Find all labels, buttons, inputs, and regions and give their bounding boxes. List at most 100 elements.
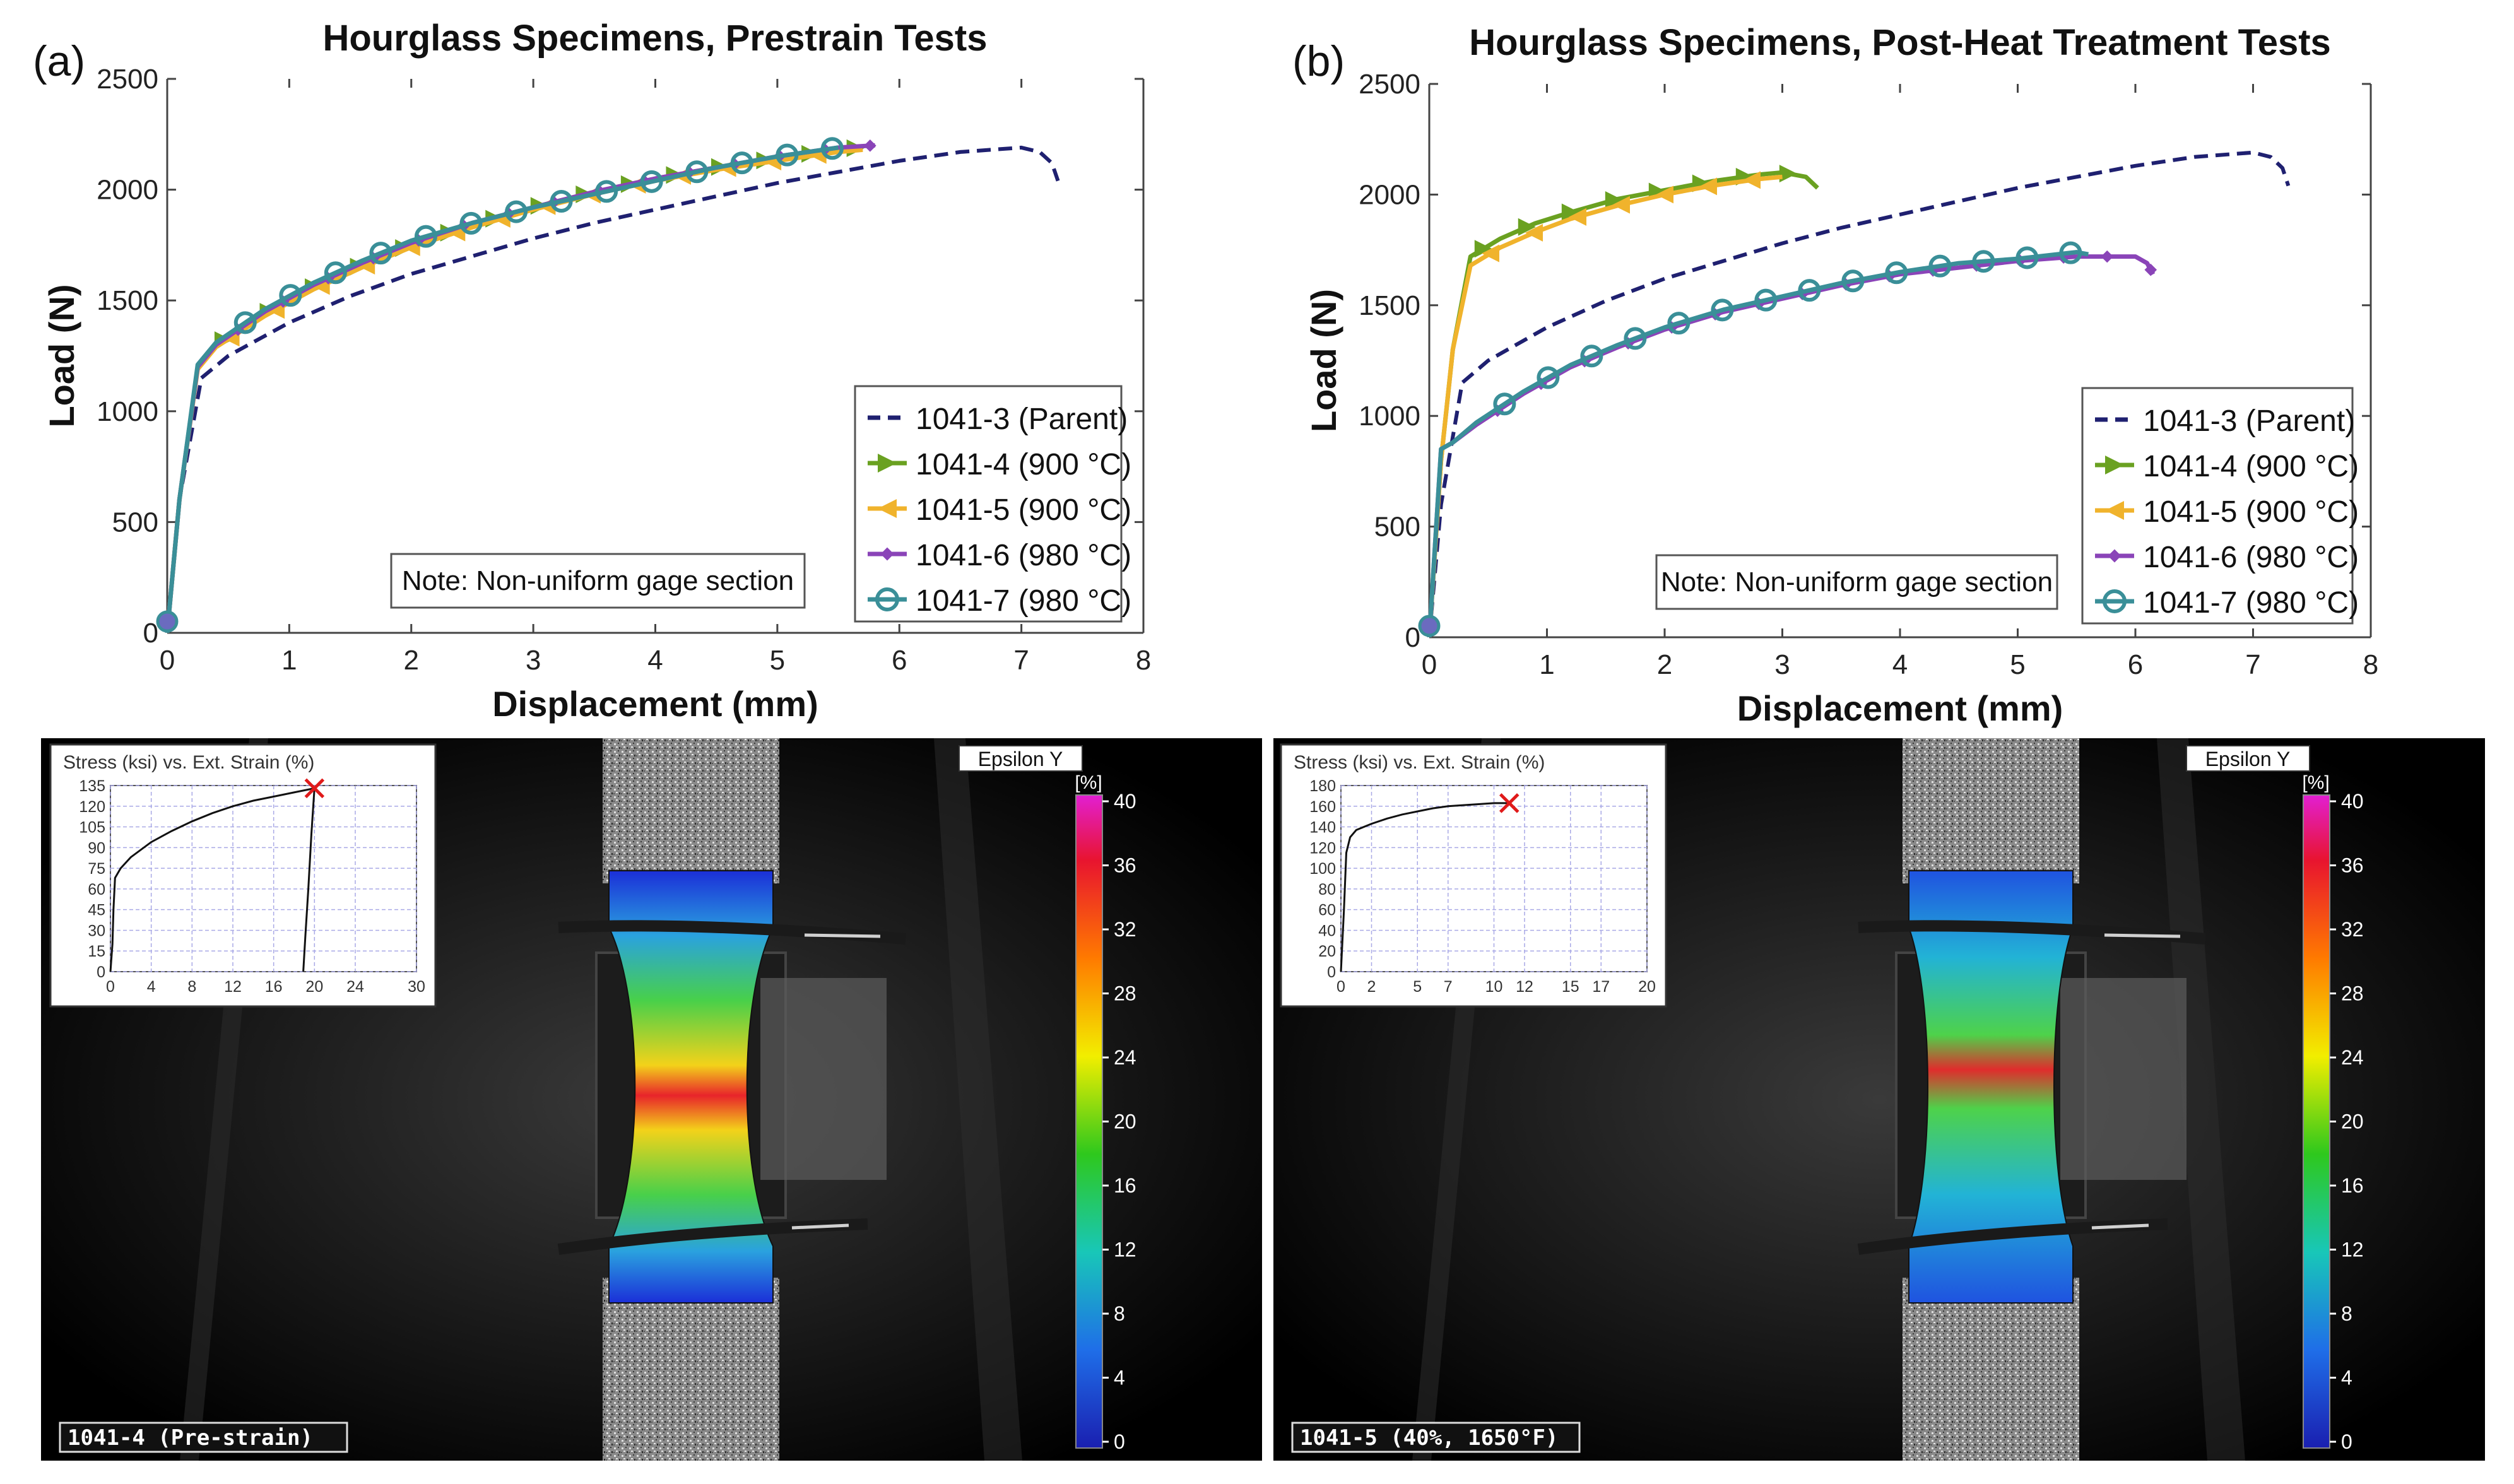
data-point-marker	[414, 225, 437, 248]
data-point-marker	[324, 261, 347, 285]
data-point-marker	[1798, 279, 1821, 302]
y-tick-label: 0	[143, 618, 158, 649]
legend-swatch-marker	[2103, 589, 2127, 613]
x-tick-label: 2	[404, 645, 419, 676]
inset-x-tick-label: 16	[265, 978, 283, 996]
colorbar-tick-label: 24	[1114, 1046, 1136, 1069]
x-tick-label: 2	[1657, 649, 1672, 680]
note-box	[1655, 554, 2058, 610]
inset-plot-frame	[110, 785, 417, 972]
inset-x-tick-label: 7	[1444, 978, 1453, 996]
extensometer-wire	[2091, 1223, 2149, 1230]
y-tick-label: 1000	[97, 396, 158, 427]
y-tick-label: 2000	[1359, 179, 1420, 210]
inset-x-tick-label: 20	[1638, 978, 1656, 996]
load-displacement-chart-b: (b) Hourglass Specimens, Post-Heat Treatm…	[1292, 22, 2378, 728]
panel-label: (a)	[33, 37, 85, 85]
legend: 1041-3 (Parent) 1041-4 (900 °C) 1041-5 (90…	[854, 385, 1131, 623]
colorbar-tick-label: 20	[1114, 1110, 1136, 1133]
inset-x-tick-label: 10	[1485, 978, 1503, 996]
data-point-marker	[505, 200, 528, 223]
data-point-marker	[864, 139, 876, 152]
inset-y-tick-label: 75	[88, 860, 105, 878]
data-point-marker	[1656, 186, 1673, 204]
data-point-marker	[1481, 244, 1499, 262]
data-point-marker	[369, 242, 392, 265]
x-tick-label: 8	[1136, 645, 1151, 676]
specimen-label: 1041-5 (40%, 1650°F)	[1300, 1425, 1558, 1451]
colorbar-tick-label: 28	[1114, 982, 1136, 1005]
y-tick-label: 500	[1374, 512, 1420, 543]
colorbar-tick-label: 20	[2341, 1110, 2364, 1133]
series-0	[165, 145, 1060, 633]
x-tick-label: 5	[770, 645, 785, 676]
light-streak	[2157, 738, 2245, 1461]
data-point-marker	[1580, 344, 1603, 368]
inset-x-tick-label: 0	[106, 978, 115, 996]
x-tick-label: 4	[1892, 649, 1908, 680]
data-point-marker	[1754, 288, 1778, 312]
y-tick-label: 2000	[97, 175, 158, 206]
inset-y-tick-label: 135	[79, 777, 105, 795]
inset-y-tick-label: 80	[1318, 881, 1336, 898]
load-displacement-chart-a: (a) Hourglass Specimens, Prestrain Tests 0…	[33, 18, 1151, 724]
x-tick-label: 3	[526, 645, 541, 676]
data-point-marker	[233, 311, 257, 334]
legend-box	[2081, 387, 2354, 625]
inset-stress-curve	[109, 787, 315, 972]
data-point-marker	[2101, 250, 2114, 263]
data-point-marker	[550, 190, 573, 213]
data-point-marker	[1928, 254, 1952, 278]
specimen-label-box	[1291, 1422, 1581, 1453]
inset-x-tick-label: 0	[1337, 978, 1345, 996]
x-tick-label: 6	[2128, 649, 2143, 680]
colorbar	[2303, 794, 2330, 1449]
chart-title: Hourglass Specimens, Post-Heat Treatment…	[1469, 22, 2331, 63]
upper-grip-speckle	[603, 738, 779, 883]
y-tick-label: 1000	[1359, 401, 1420, 432]
series-2	[1427, 171, 1783, 638]
inset-unload-curve	[302, 788, 316, 972]
inset-y-tick-label: 30	[88, 922, 105, 939]
inset-y-tick-label: 0	[1327, 963, 1336, 981]
data-point-marker	[1493, 392, 1516, 416]
note-text: Note: Non-uniform gage section	[402, 565, 794, 596]
colorbar-tick-label: 4	[1114, 1367, 1125, 1389]
data-point-marker	[776, 143, 799, 167]
fracture-marker	[304, 778, 325, 799]
inset-y-tick-label: 160	[1309, 798, 1336, 816]
data-point-marker	[1525, 223, 1543, 242]
legend-entry: 1041-3 (Parent)	[2143, 404, 2355, 438]
colorbar-tick-label: 36	[2341, 854, 2364, 877]
data-point-marker	[459, 211, 483, 235]
legend-entry: 1041-6 (980 °C)	[2143, 541, 2359, 574]
y-tick-label: 1500	[97, 285, 158, 316]
origin-marker	[1418, 615, 1441, 637]
specimen-strain-field	[608, 870, 774, 1304]
x-axis-label: Displacement (mm)	[492, 684, 818, 724]
data-point-marker	[1885, 261, 1908, 285]
data-point-marker	[1667, 312, 1691, 335]
epsilon-label: Epsilon Y	[978, 748, 1063, 770]
data-point-marker	[2059, 241, 2082, 264]
colorbar-unit: [%]	[1075, 772, 1102, 793]
series-4	[165, 137, 844, 633]
inset-x-tick-label: 15	[1562, 978, 1579, 996]
x-tick-label: 3	[1774, 649, 1790, 680]
inset-y-tick-label: 120	[79, 798, 105, 816]
fixture-clip	[760, 978, 887, 1180]
data-point-marker	[1518, 218, 1536, 236]
x-tick-label: 7	[2245, 649, 2260, 680]
inset-title: Stress (ksi) vs. Ext. Strain (%)	[63, 752, 314, 773]
data-point-marker	[1612, 196, 1630, 214]
stress-strain-inset: Stress (ksi) vs. Ext. Strain (%)13512010…	[49, 743, 437, 1008]
series-line	[1427, 174, 1783, 638]
data-point-marker	[1561, 203, 1579, 221]
inset-y-tick-label: 120	[1309, 839, 1336, 857]
x-tick-label: 0	[160, 645, 175, 676]
legend-swatch-marker	[2105, 456, 2124, 474]
data-point-marker	[730, 151, 753, 175]
legend-swatch-marker	[2105, 501, 2124, 520]
epsilon-label-box	[2186, 745, 2310, 772]
epsilon-label: Epsilon Y	[2205, 748, 2291, 770]
